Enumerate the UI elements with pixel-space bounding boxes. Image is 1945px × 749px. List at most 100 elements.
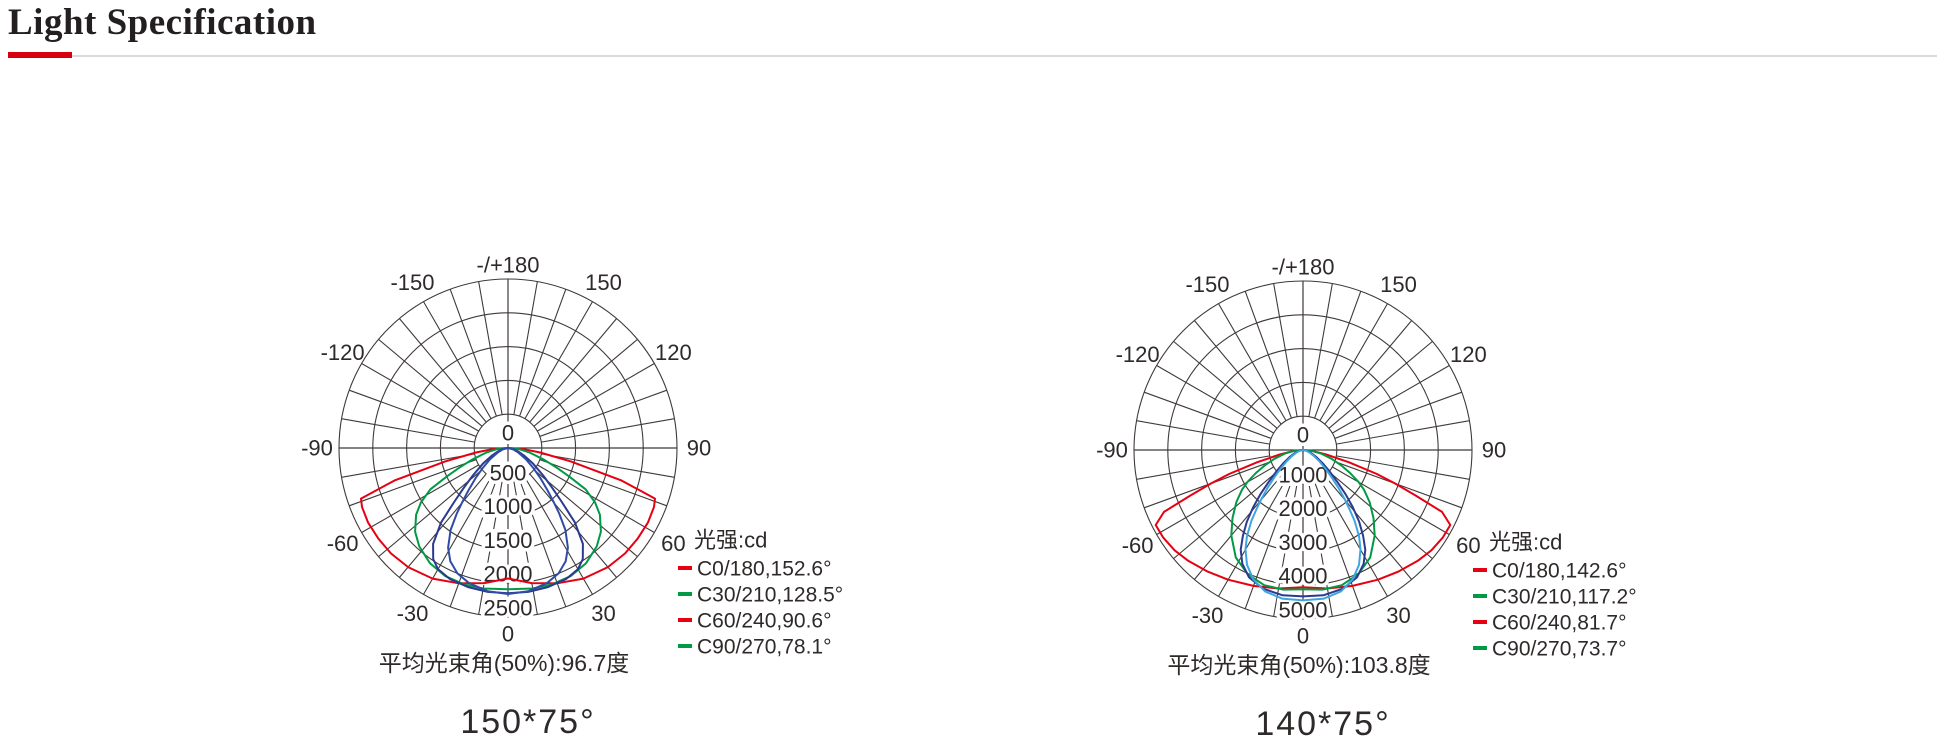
chart-size-label: 140*75° — [1255, 705, 1390, 743]
grid-spoke — [519, 289, 567, 417]
intensity-curve — [414, 447, 602, 591]
angle-label: 30 — [1386, 603, 1410, 628]
angle-label: 120 — [1450, 342, 1487, 367]
grid-spoke — [524, 476, 593, 595]
grid-spoke — [378, 469, 483, 558]
grid-spoke — [1218, 303, 1287, 422]
angle-label: 60 — [1456, 533, 1480, 558]
grid-spoke — [398, 473, 487, 578]
polar-chart-2: -/+180 150 -150 120 -120 90 -90 60 -60 30 -30 0 1000… — [1096, 255, 1637, 744]
grid-spoke — [341, 418, 475, 443]
grid-spoke — [1334, 391, 1462, 439]
grid-spoke — [341, 453, 475, 478]
angle-label: -60 — [327, 531, 359, 556]
grid-spoke — [1324, 320, 1413, 425]
intensity-curve — [1154, 449, 1452, 590]
grid-spoke — [1273, 283, 1298, 417]
legend: C0/180,152.6° C30/210,128.5° C60/240,90.6°… — [678, 558, 843, 659]
grid-spoke — [1328, 471, 1433, 560]
beam-angle-caption: 平均光束角(50%):96.7度 — [379, 650, 630, 676]
angle-label: 90 — [1482, 438, 1506, 463]
title-underline — [8, 55, 1937, 57]
legend-item-label: C30/210,128.5° — [697, 584, 843, 607]
grid-spoke — [1319, 478, 1388, 597]
angle-label: -150 — [390, 270, 434, 295]
grid-spoke — [361, 363, 480, 432]
intensity-curve — [1239, 449, 1367, 598]
angle-label: -/+180 — [1272, 255, 1335, 280]
grid-spoke — [423, 476, 492, 595]
radial-label: 1500 — [484, 528, 533, 553]
grid-spoke — [1173, 340, 1278, 429]
angle-label: 150 — [585, 270, 622, 295]
grid-spoke — [1324, 475, 1413, 580]
grid-spoke — [1244, 481, 1292, 609]
grid-spoke — [536, 464, 655, 533]
grid-spoke — [361, 464, 480, 533]
grid-spoke — [378, 338, 483, 427]
chart-size-label: 150*75° — [460, 703, 595, 741]
grid-spoke — [1193, 320, 1282, 425]
radial-label: 2000 — [1279, 496, 1328, 521]
grid-spoke — [1319, 303, 1388, 422]
intensity-curve — [360, 447, 656, 585]
grid-spoke — [1336, 455, 1470, 480]
legend-item-label: C90/270,73.7° — [1492, 638, 1627, 661]
grid-spoke — [536, 363, 655, 432]
angle-label-zero: 0 — [1297, 624, 1309, 649]
angle-label: 60 — [661, 531, 685, 556]
grid-spoke — [1136, 455, 1270, 480]
grid-spoke — [1336, 420, 1470, 445]
unit-label: 光强:cd — [1489, 530, 1562, 555]
angle-label-zero: 0 — [502, 622, 514, 647]
angle-label: 150 — [1380, 272, 1417, 297]
radial-label-center: 0 — [502, 421, 514, 446]
grid-spoke — [533, 338, 638, 427]
grid-spoke — [541, 453, 675, 478]
legend-item-label: C0/180,152.6° — [697, 558, 832, 581]
radial-label: 1000 — [484, 494, 533, 519]
grid-spoke — [539, 459, 667, 507]
intensity-curve — [1244, 449, 1362, 602]
angle-label: -60 — [1122, 533, 1154, 558]
grid-spoke — [529, 473, 618, 578]
legend-item-label: C90/270,78.1° — [697, 636, 832, 659]
legend-item-label: C0/180,142.6° — [1492, 560, 1627, 583]
radial-label: 2000 — [484, 562, 533, 587]
angle-label: -30 — [397, 601, 429, 626]
polar-chart-1: -/+180 150 -150 120 -120 90 -90 60 -60 30 -30 0 500 1… — [301, 253, 843, 742]
angle-label: 90 — [687, 436, 711, 461]
unit-label: 光强:cd — [694, 528, 767, 553]
grid-spoke — [1173, 471, 1278, 560]
radial-label: 500 — [490, 460, 527, 485]
grid-spoke — [533, 469, 638, 558]
legend-item-label: C60/240,90.6° — [697, 610, 832, 633]
angle-label: -90 — [301, 436, 333, 461]
grid-spoke — [1156, 466, 1275, 535]
grid-spoke — [349, 389, 477, 437]
grid-spoke — [1314, 291, 1362, 419]
angle-label: 120 — [655, 340, 692, 365]
beam-angle-caption: 平均光束角(50%):103.8度 — [1167, 652, 1430, 678]
grid-spoke — [398, 318, 487, 423]
radial-label-center: 0 — [1297, 423, 1309, 448]
legend-item-label: C30/210,117.2° — [1492, 586, 1637, 609]
grid-spoke — [349, 459, 477, 507]
legend-item-label: C60/240,81.7° — [1492, 612, 1627, 635]
grid-spoke — [449, 289, 497, 417]
grid-spoke — [1308, 283, 1333, 417]
grid-spoke — [539, 389, 667, 437]
grid-spoke — [529, 318, 618, 423]
intensity-curve — [447, 447, 569, 595]
intensity-curve — [1230, 449, 1376, 591]
grid-spoke — [1244, 291, 1292, 419]
angle-label: 30 — [591, 601, 615, 626]
grid-spoke — [1156, 365, 1275, 434]
grid-spoke — [519, 479, 567, 607]
grid-spoke — [1331, 365, 1450, 434]
radial-label: 2500 — [484, 596, 533, 621]
legend: C0/180,142.6° C30/210,117.2° C60/240,81.7°… — [1473, 560, 1637, 661]
grid-spoke — [1328, 340, 1433, 429]
